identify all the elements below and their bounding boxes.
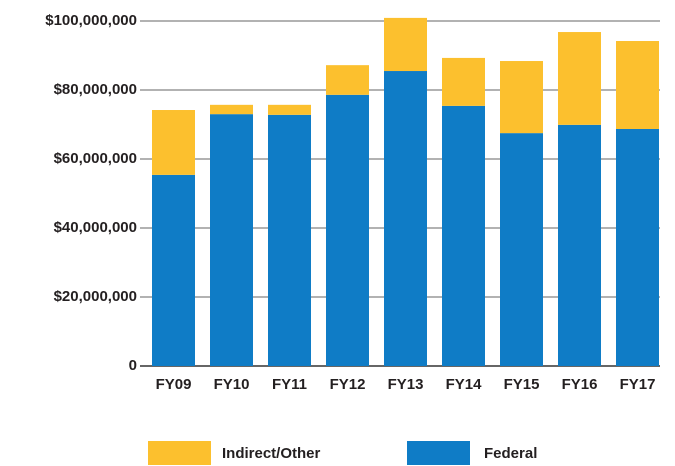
bar-segment [500, 61, 543, 134]
bar-segment [558, 124, 601, 366]
bar-segment [326, 94, 369, 366]
y-tick-label: $40,000,000 [54, 219, 137, 236]
y-tick-label: $20,000,000 [54, 288, 137, 305]
legend-label: Federal [484, 445, 537, 462]
bar-segment [268, 104, 311, 115]
x-tick-label: FY09 [156, 376, 192, 393]
bar-segment [616, 128, 659, 366]
bar-segment [500, 133, 543, 366]
x-tick-label: FY12 [330, 376, 366, 393]
x-tick-label: FY13 [388, 376, 424, 393]
bar-segment [558, 32, 601, 125]
x-tick-label: FY11 [272, 376, 307, 393]
y-tick-label: $60,000,000 [54, 150, 137, 167]
x-tick-label: FY10 [214, 376, 250, 393]
x-tick-label: FY16 [562, 376, 598, 393]
x-tick-label: FY14 [446, 376, 483, 393]
y-tick-label: $80,000,000 [54, 81, 137, 98]
bar-segment [210, 114, 253, 367]
bar-segment [384, 17, 427, 72]
bar-segment [442, 105, 485, 367]
bar-segment [442, 57, 485, 106]
bar-segment [616, 41, 659, 129]
bar-segment [152, 110, 195, 175]
bar-segment [268, 114, 311, 366]
x-tick-label: FY17 [620, 376, 656, 393]
legend-swatch [407, 441, 470, 465]
bar-segment [210, 104, 253, 115]
y-tick-label: 0 [129, 357, 137, 374]
x-tick-label: FY15 [504, 376, 540, 393]
legend-swatch [148, 441, 211, 465]
bar-segment [384, 71, 427, 367]
legend-label: Indirect/Other [222, 445, 321, 462]
y-tick-label: $100,000,000 [45, 12, 137, 29]
bar-segment [326, 65, 369, 95]
bar-segment [152, 174, 195, 366]
